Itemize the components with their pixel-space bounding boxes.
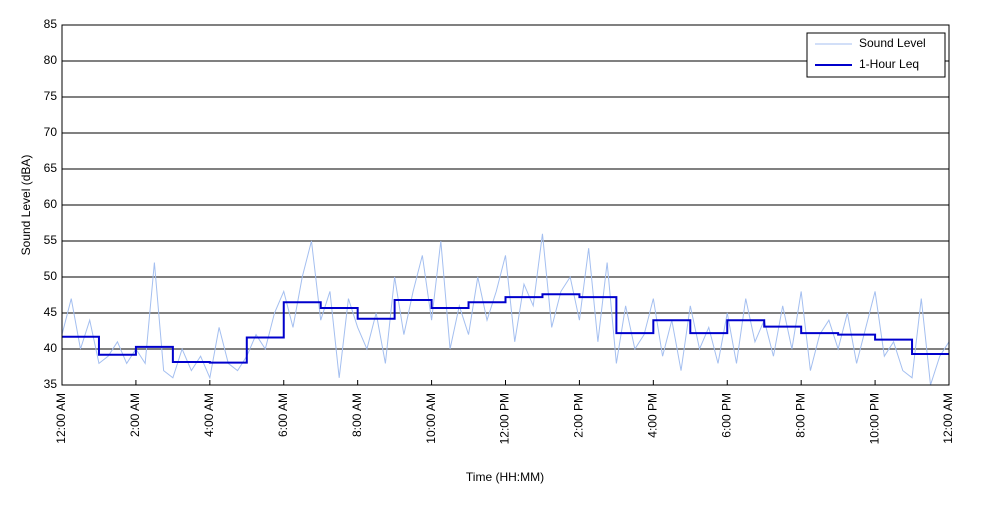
y-tick-label: 85 (44, 17, 58, 31)
x-tick-label: 4:00 PM (646, 393, 660, 438)
x-tick-label: 10:00 PM (867, 393, 881, 444)
x-tick-label: 10:00 AM (424, 393, 438, 444)
x-tick-label: 6:00 PM (719, 393, 733, 438)
x-tick-label: 2:00 PM (572, 393, 586, 438)
x-axis-label: Time (HH:MM) (466, 470, 544, 484)
plot-frame (61, 24, 950, 386)
y-axis-label: Sound Level (dBA) (19, 155, 33, 256)
x-tick-label: 6:00 AM (276, 393, 290, 437)
x-tick-label: 8:00 PM (793, 393, 807, 438)
y-tick-label: 65 (44, 161, 58, 175)
y-tick-label: 80 (44, 53, 58, 67)
y-tick-label: 50 (44, 269, 58, 283)
x-tick-label: 12:00 PM (498, 393, 512, 444)
y-tick-label: 60 (44, 197, 58, 211)
legend-label: 1-Hour Leq (859, 57, 919, 71)
series-line (62, 293, 949, 364)
series-line (61, 233, 950, 386)
legend-box (806, 32, 946, 78)
x-tick-label: 2:00 AM (128, 393, 142, 437)
y-tick-label: 35 (44, 377, 58, 391)
y-tick-label: 40 (44, 341, 58, 355)
x-tick-label: 12:00 AM (54, 393, 68, 444)
x-tick-label: 4:00 AM (202, 393, 216, 437)
y-tick-label: 45 (44, 305, 58, 319)
legend-label: Sound Level (859, 36, 926, 50)
x-tick-label: 8:00 AM (350, 393, 364, 437)
y-tick-label: 55 (44, 233, 58, 247)
y-tick-label: 75 (44, 89, 58, 103)
x-tick-label: 12:00 AM (941, 393, 955, 444)
y-tick-label: 70 (44, 125, 58, 139)
